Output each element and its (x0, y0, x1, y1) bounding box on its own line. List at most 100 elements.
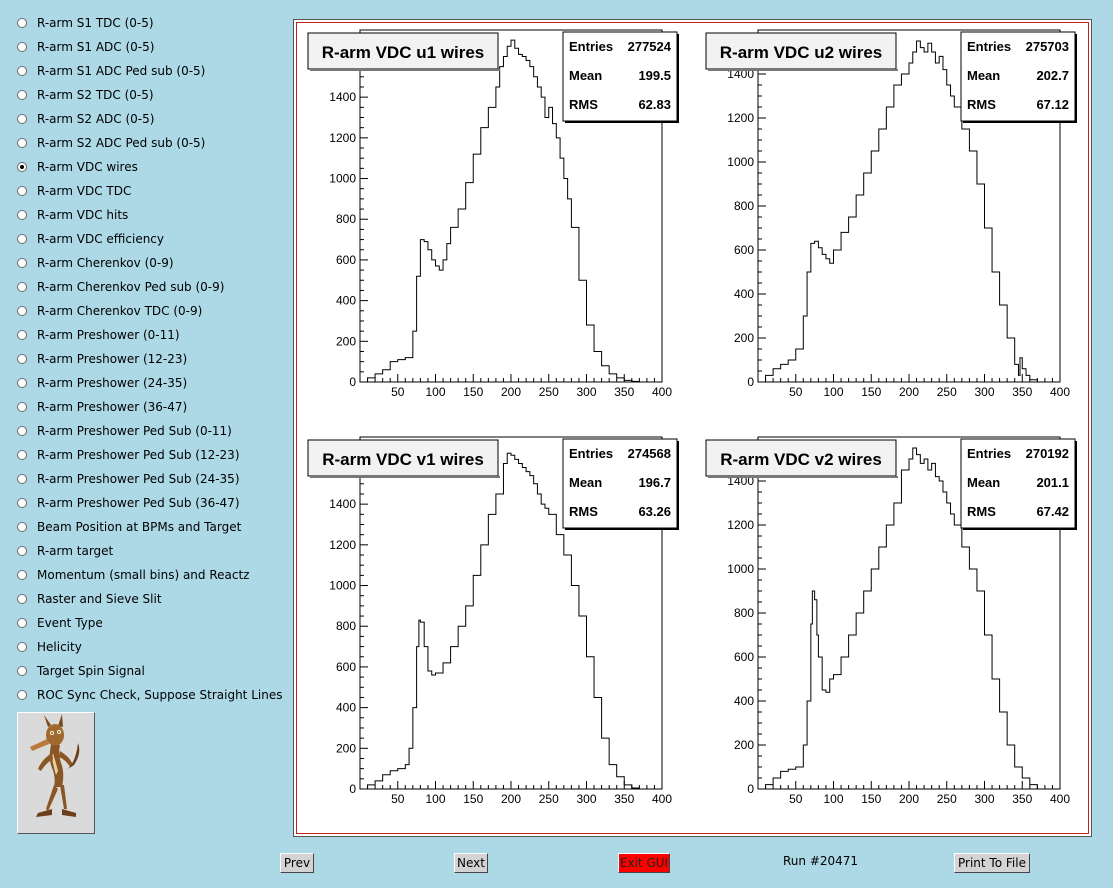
menu-option[interactable]: R-arm VDC TDC (14, 180, 289, 204)
prev-button[interactable]: Prev (280, 853, 314, 873)
menu-option[interactable]: R-arm Preshower Ped Sub (36-47) (14, 492, 289, 516)
y-tick-label: 0 (349, 782, 356, 796)
radio-button[interactable] (17, 546, 27, 556)
y-tick-label: 400 (734, 694, 754, 708)
radio-button[interactable] (17, 426, 27, 436)
histogram-title: R-arm VDC u2 wires (720, 43, 883, 62)
menu-option[interactable]: R-arm VDC wires (14, 156, 289, 180)
histogram-panel: 50 100 150 200 250 300 350 400 0 200 400 600 800 1000… (307, 29, 679, 399)
stats-label: Entries (967, 446, 1011, 461)
radio-button[interactable] (17, 162, 27, 172)
radio-button[interactable] (17, 330, 27, 340)
next-button[interactable]: Next (454, 853, 488, 873)
radio-button[interactable] (17, 354, 27, 364)
menu-option-label: Beam Position at BPMs and Target (37, 520, 242, 534)
radio-button[interactable] (17, 138, 27, 148)
menu-option[interactable]: Event Type (14, 612, 289, 636)
menu-option[interactable]: R-arm S1 TDC (0-5) (14, 12, 289, 36)
radio-button[interactable] (17, 618, 27, 628)
radio-button[interactable] (17, 498, 27, 508)
menu-option[interactable]: R-arm Preshower (36-47) (14, 396, 289, 420)
histogram-title: R-arm VDC u1 wires (322, 43, 485, 62)
radio-button[interactable] (17, 186, 27, 196)
x-tick-label: 150 (463, 792, 483, 806)
radio-button[interactable] (17, 570, 27, 580)
menu-option[interactable]: R-arm S1 ADC Ped sub (0-5) (14, 60, 289, 84)
x-tick-label: 250 (539, 385, 559, 399)
menu-option-label: R-arm Preshower (0-11) (37, 328, 180, 342)
menu-option[interactable]: R-arm Cherenkov Ped sub (0-9) (14, 276, 289, 300)
logo-button[interactable] (17, 712, 95, 834)
radio-button[interactable] (17, 450, 27, 460)
radio-button[interactable] (17, 66, 27, 76)
radio-button[interactable] (17, 18, 27, 28)
menu-option[interactable]: R-arm Preshower Ped Sub (0-11) (14, 420, 289, 444)
menu-option[interactable]: R-arm VDC efficiency (14, 228, 289, 252)
stats-label: Entries (967, 39, 1011, 54)
menu-option-label: R-arm Preshower Ped Sub (12-23) (37, 448, 240, 462)
menu-option-label: R-arm Preshower (36-47) (37, 400, 188, 414)
menu-option[interactable]: R-arm Preshower (24-35) (14, 372, 289, 396)
histogram-line (758, 40, 1038, 383)
radio-button[interactable] (17, 42, 27, 52)
menu-option[interactable]: R-arm Preshower Ped Sub (24-35) (14, 468, 289, 492)
menu-option[interactable]: R-arm S2 ADC (0-5) (14, 108, 289, 132)
menu-option[interactable]: Helicity (14, 636, 289, 660)
menu-option[interactable]: R-arm target (14, 540, 289, 564)
menu-option[interactable]: R-arm S2 ADC Ped sub (0-5) (14, 132, 289, 156)
menu-option[interactable]: Momentum (small bins) and Reactz (14, 564, 289, 588)
radio-button[interactable] (17, 234, 27, 244)
histogram-panel: 50 100 150 200 250 300 350 400 0 200 400 600 800 1000… (705, 436, 1077, 806)
radio-button[interactable] (17, 282, 27, 292)
radio-button[interactable] (17, 690, 27, 700)
menu-option-label: R-arm S2 TDC (0-5) (37, 88, 154, 102)
y-tick-label: 400 (734, 287, 754, 301)
menu-option[interactable]: R-arm VDC hits (14, 204, 289, 228)
y-tick-label: 600 (734, 650, 754, 664)
radio-button[interactable] (17, 210, 27, 220)
y-tick-label: 800 (734, 199, 754, 213)
radio-button[interactable] (17, 474, 27, 484)
radio-button[interactable] (17, 522, 27, 532)
y-tick-label: 600 (336, 253, 356, 267)
histogram-canvas[interactable]: 50 100 150 200 250 300 350 400 0 200 400 600 800 1000… (296, 22, 1089, 834)
radio-button[interactable] (17, 402, 27, 412)
menu-option[interactable]: Beam Position at BPMs and Target (14, 516, 289, 540)
stats-label: Mean (569, 475, 602, 490)
x-tick-label: 400 (1050, 792, 1070, 806)
y-tick-label: 800 (734, 606, 754, 620)
stats-label: RMS (569, 504, 598, 519)
menu-option[interactable]: ROC Sync Check, Suppose Straight Lines (14, 684, 289, 708)
radio-button[interactable] (17, 378, 27, 388)
radio-button[interactable] (17, 306, 27, 316)
histogram-line (360, 452, 640, 790)
radio-button[interactable] (17, 594, 27, 604)
menu-option[interactable]: R-arm Preshower (0-11) (14, 324, 289, 348)
x-tick-label: 300 (576, 385, 596, 399)
x-tick-label: 50 (391, 385, 405, 399)
menu-option[interactable]: R-arm Preshower (12-23) (14, 348, 289, 372)
menu-option[interactable]: R-arm S2 TDC (0-5) (14, 84, 289, 108)
exit-gui-button[interactable]: Exit GUI (618, 853, 670, 873)
menu-option[interactable]: R-arm Preshower Ped Sub (12-23) (14, 444, 289, 468)
title-box (705, 439, 897, 477)
menu-option-label: R-arm Preshower (12-23) (37, 352, 188, 366)
x-tick-label: 50 (789, 792, 803, 806)
radio-button[interactable] (17, 642, 27, 652)
menu-option-label: R-arm VDC TDC (37, 184, 132, 198)
menu-option-label: R-arm Cherenkov TDC (0-9) (37, 304, 203, 318)
histogram-grid: 50 100 150 200 250 300 350 40002004006008001000… (307, 29, 1077, 806)
title-box (307, 32, 499, 70)
x-tick-label: 150 (861, 385, 881, 399)
radio-button[interactable] (17, 258, 27, 268)
menu-option[interactable]: R-arm Cherenkov (0-9) (14, 252, 289, 276)
menu-option[interactable]: R-arm Cherenkov TDC (0-9) (14, 300, 289, 324)
radio-button[interactable] (17, 666, 27, 676)
menu-option[interactable]: Raster and Sieve Slit (14, 588, 289, 612)
y-tick-label: 1000 (727, 155, 754, 169)
radio-button[interactable] (17, 90, 27, 100)
radio-button[interactable] (17, 114, 27, 124)
print-to-file-button[interactable]: Print To File (954, 853, 1030, 873)
menu-option[interactable]: Target Spin Signal (14, 660, 289, 684)
menu-option[interactable]: R-arm S1 ADC (0-5) (14, 36, 289, 60)
